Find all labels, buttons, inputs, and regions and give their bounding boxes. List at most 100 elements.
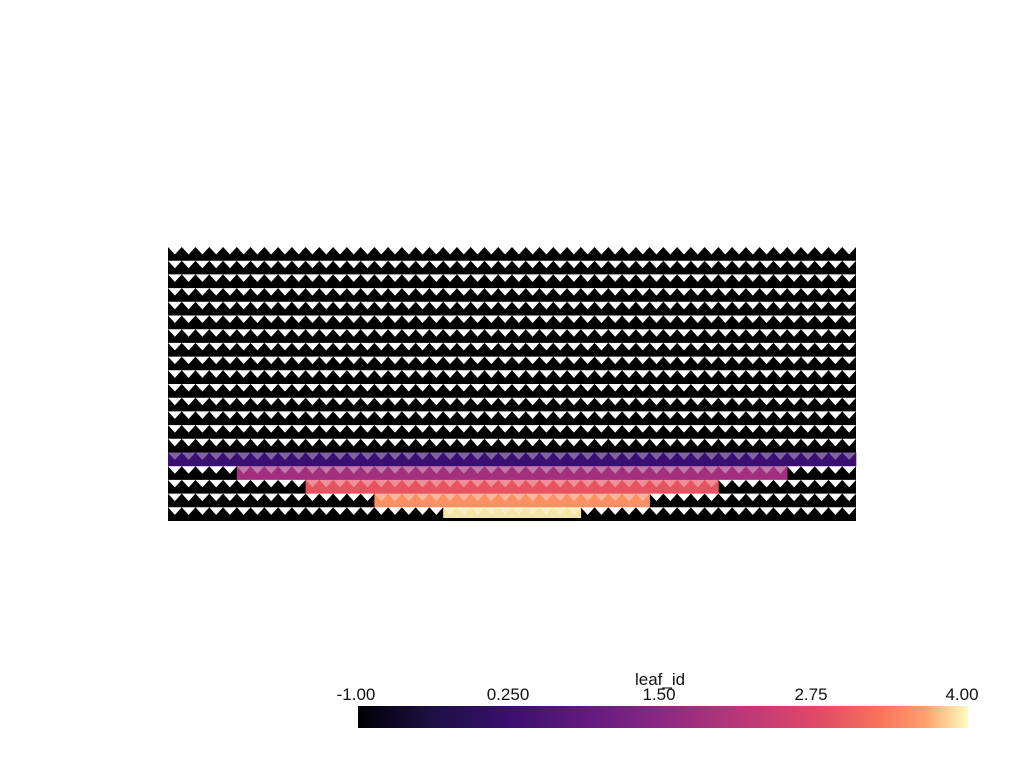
leaf-cell bbox=[223, 452, 238, 467]
mesh-edge-triangle bbox=[250, 370, 265, 378]
mesh-edge-triangle bbox=[773, 274, 788, 282]
mesh-edge-triangle bbox=[553, 411, 568, 419]
mesh-edge-triangle bbox=[250, 452, 265, 461]
mesh-edge-triangle bbox=[525, 274, 540, 282]
mesh-edge-triangle bbox=[745, 247, 760, 255]
mesh-edge-triangle bbox=[291, 452, 306, 461]
mesh-edge-triangle bbox=[842, 329, 856, 337]
mesh-edge-triangle bbox=[828, 493, 843, 502]
mesh-edge-triangle bbox=[800, 438, 815, 447]
mesh-edge-triangle bbox=[663, 425, 678, 433]
mesh-edge-triangle bbox=[594, 329, 609, 337]
leaf-cell bbox=[278, 466, 293, 481]
mesh-edge-triangle bbox=[250, 274, 265, 282]
leaf-cell bbox=[718, 452, 733, 467]
mesh-edge-triangle bbox=[305, 274, 320, 282]
mesh-edge-triangle bbox=[168, 356, 182, 365]
mesh-edge-triangle bbox=[814, 452, 829, 461]
leaf-cell bbox=[470, 452, 485, 467]
mesh-edge-triangle bbox=[181, 301, 196, 310]
leaf-cell bbox=[773, 466, 788, 481]
mesh-edge-triangle bbox=[415, 438, 430, 447]
mesh-edge-triangle bbox=[346, 288, 361, 296]
leaf-cell bbox=[539, 493, 554, 508]
mesh-edge-triangle bbox=[814, 356, 829, 365]
mesh-edge-triangle bbox=[580, 493, 595, 502]
mesh-edge-triangle bbox=[704, 466, 719, 474]
mesh-edge-triangle bbox=[401, 438, 416, 447]
leaf-cell bbox=[305, 452, 320, 467]
mesh-edge-triangle bbox=[195, 315, 210, 324]
mesh-edge-triangle bbox=[181, 479, 196, 488]
mesh-edge-triangle bbox=[828, 247, 843, 255]
mesh-edge-triangle bbox=[223, 288, 237, 296]
mesh-edge-triangle bbox=[443, 452, 457, 461]
mesh-edge-triangle bbox=[278, 384, 292, 392]
mesh-edge-triangle bbox=[401, 397, 416, 406]
mesh-edge-triangle bbox=[745, 315, 760, 324]
mesh-edge-triangle bbox=[704, 329, 719, 337]
mesh-edge-triangle bbox=[704, 247, 719, 255]
mesh-edge-triangle bbox=[388, 370, 402, 378]
mesh-edge-triangle bbox=[333, 384, 347, 392]
mesh-edge-triangle bbox=[828, 425, 843, 433]
mesh-edge-triangle bbox=[594, 438, 609, 447]
mesh-edge-triangle bbox=[842, 274, 856, 282]
mesh-edge-triangle bbox=[759, 274, 774, 282]
mesh-edge-triangle bbox=[278, 301, 292, 310]
mesh-edge-triangle bbox=[553, 452, 568, 461]
mesh-edge-triangle bbox=[236, 466, 251, 474]
mesh-edge-triangle bbox=[498, 329, 512, 337]
mesh-edge-triangle bbox=[209, 342, 224, 351]
mesh-edge-triangle bbox=[415, 452, 430, 461]
mesh-edge-triangle bbox=[319, 342, 334, 351]
mesh-edge-triangle bbox=[594, 370, 609, 378]
mesh-edge-triangle bbox=[264, 315, 279, 324]
mesh-edge-triangle bbox=[456, 507, 471, 515]
mesh-edge-triangle bbox=[663, 479, 678, 488]
mesh-edge-triangle bbox=[223, 315, 237, 324]
mesh-edge-triangle bbox=[649, 329, 664, 337]
mesh-edge-triangle bbox=[305, 384, 320, 392]
mesh-edge-triangle bbox=[250, 288, 265, 296]
mesh-edge-triangle bbox=[787, 301, 801, 310]
mesh-edge-triangle bbox=[773, 301, 788, 310]
mesh-edge-triangle bbox=[429, 356, 444, 365]
mesh-edge-triangle bbox=[787, 329, 801, 337]
mesh-edge-triangle bbox=[443, 493, 457, 502]
mesh-edge-triangle bbox=[388, 384, 402, 392]
mesh-edge-triangle bbox=[388, 274, 402, 282]
leaf-cell bbox=[608, 466, 623, 481]
mesh-edge-triangle bbox=[168, 329, 182, 337]
mesh-edge-triangle bbox=[567, 274, 581, 282]
mesh-edge-triangle bbox=[732, 479, 746, 488]
mesh-edge-triangle bbox=[704, 288, 719, 296]
mesh-edge-triangle bbox=[787, 493, 801, 502]
mesh-edge-triangle bbox=[291, 493, 306, 502]
mesh-edge-triangle bbox=[470, 370, 485, 378]
mesh-edge-triangle bbox=[346, 411, 361, 419]
mesh-edge-triangle bbox=[800, 493, 815, 502]
mesh-edge-triangle bbox=[470, 425, 485, 433]
mesh-edge-triangle bbox=[635, 411, 650, 419]
leaf-cell bbox=[622, 452, 637, 467]
mesh-edge-triangle bbox=[374, 301, 389, 310]
mesh-edge-triangle bbox=[759, 507, 774, 515]
mesh-edge-triangle bbox=[622, 479, 636, 488]
mesh-edge-triangle bbox=[635, 274, 650, 282]
mesh-edge-triangle bbox=[415, 301, 430, 310]
mesh-edge-triangle bbox=[635, 466, 650, 474]
leaf-cell bbox=[429, 452, 444, 467]
mesh-edge-triangle bbox=[759, 397, 774, 406]
mesh-edge-triangle bbox=[443, 329, 457, 337]
mesh-edge-triangle bbox=[690, 452, 705, 461]
leaf-cell bbox=[567, 466, 582, 481]
mesh-edge-triangle bbox=[690, 397, 705, 406]
mesh-edge-triangle bbox=[346, 384, 361, 392]
leaf-cell bbox=[814, 452, 829, 467]
mesh-edge-triangle bbox=[278, 411, 292, 419]
mesh-edge-triangle bbox=[539, 260, 554, 269]
leaf-cell bbox=[305, 479, 320, 494]
